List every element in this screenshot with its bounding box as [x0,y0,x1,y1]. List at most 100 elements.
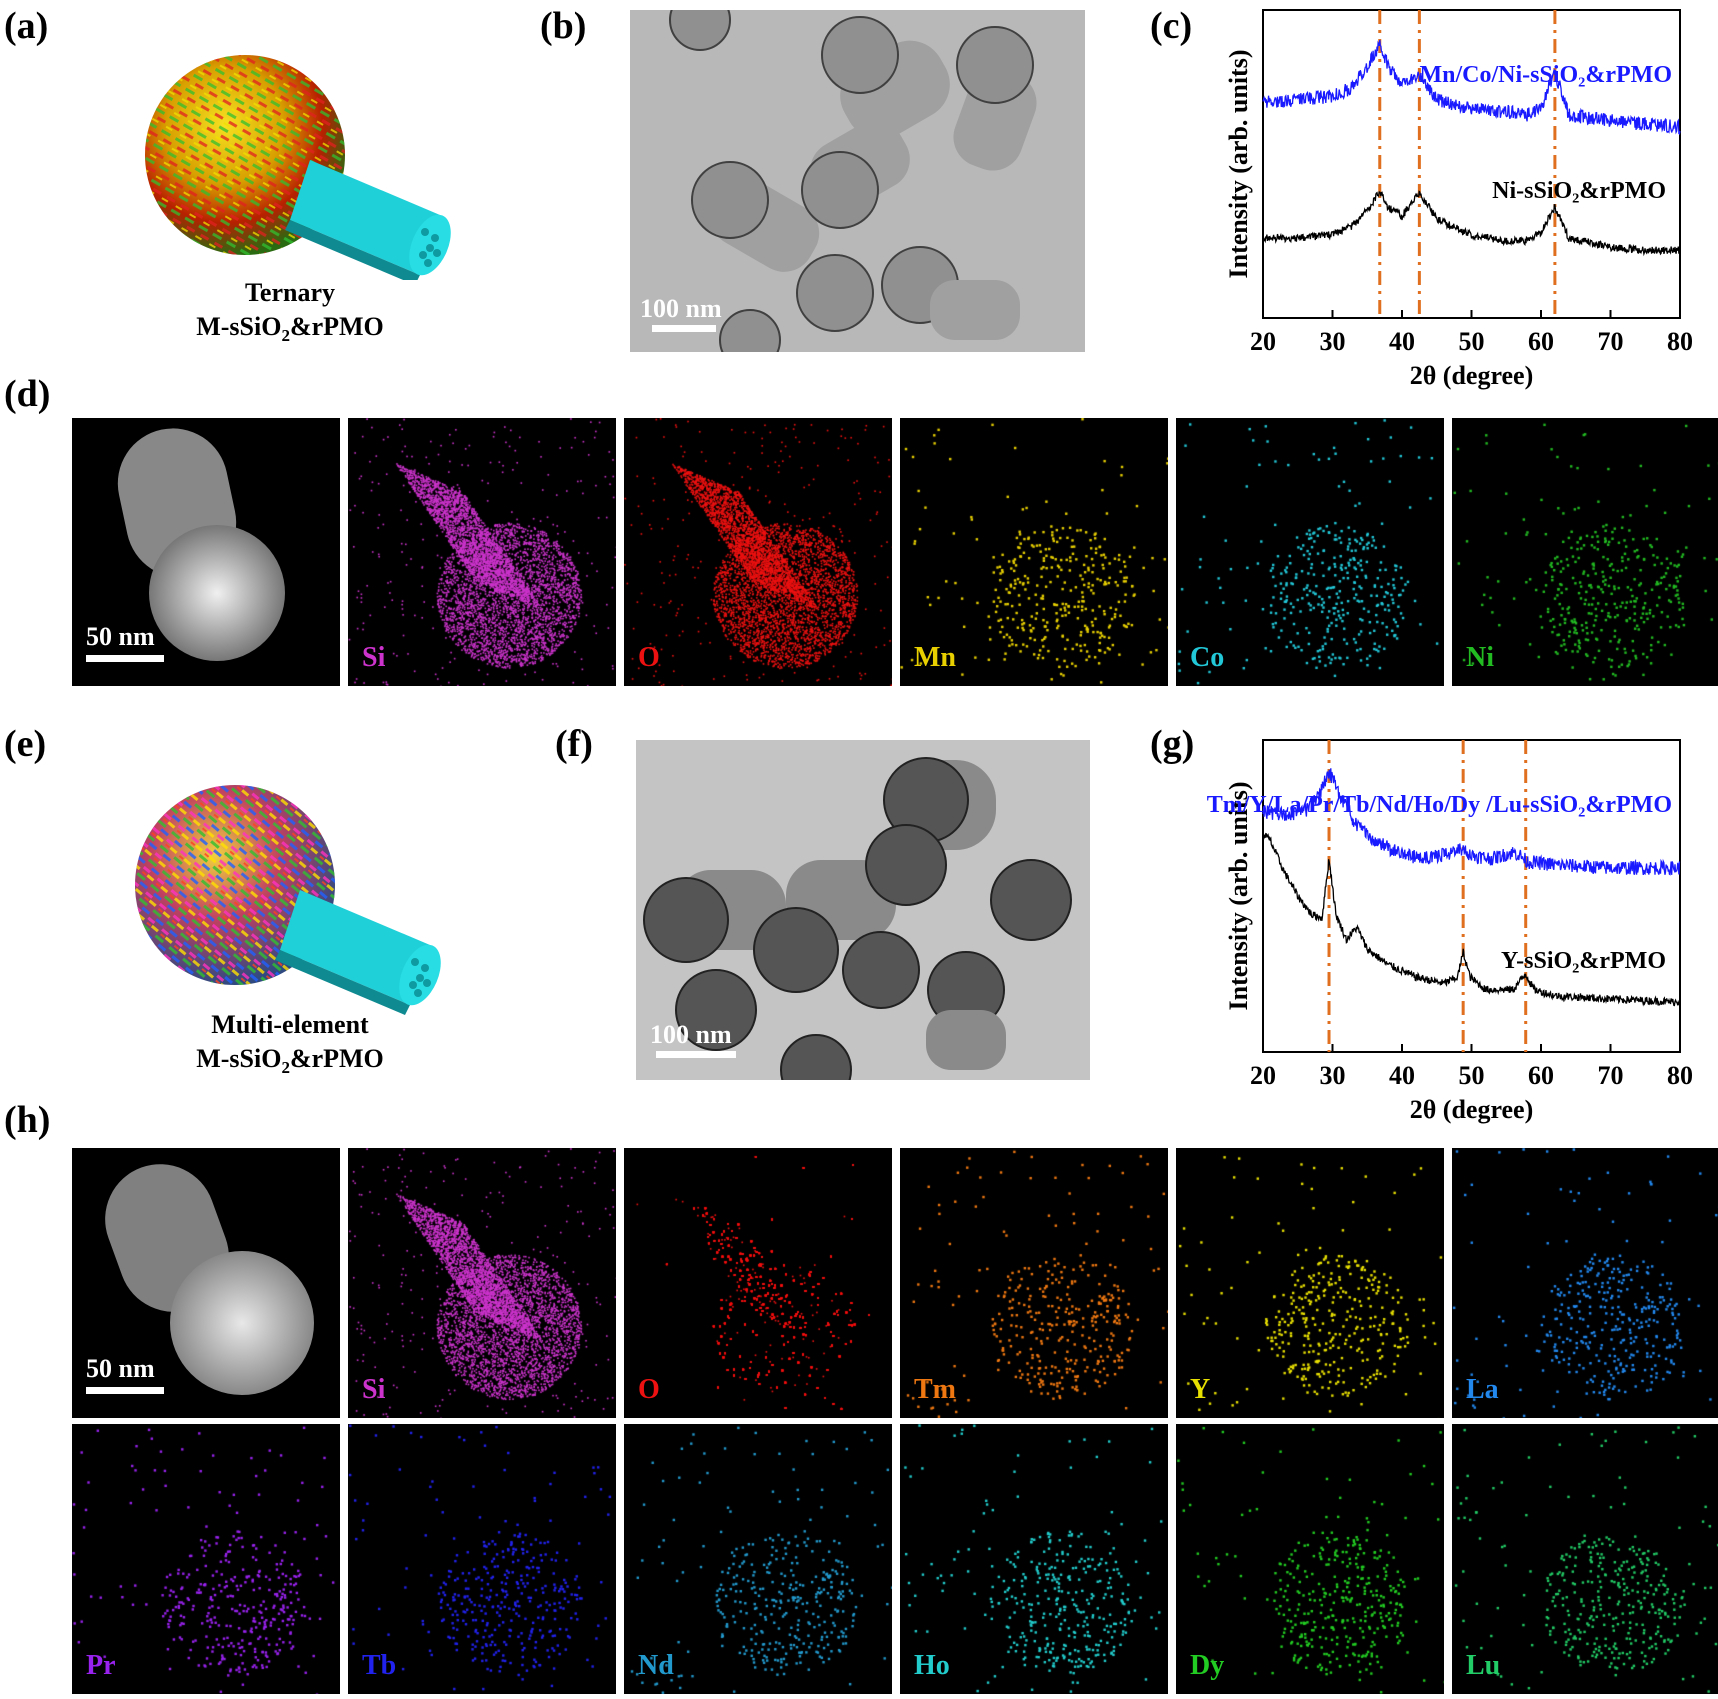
rod-a [285,160,451,285]
series-label-blue-c: Mn/Co/Ni-sSiO₂&rPMO [1419,62,1672,88]
x-tick-label: 20 [1250,327,1276,356]
x-tick-label: 60 [1528,1061,1554,1090]
x-tick-label: 70 [1598,327,1624,356]
series-line-0 [1262,40,1681,135]
eds-map-canvas [1176,418,1444,686]
caption-e-line1: Multi-element [211,1010,369,1039]
element-label-mn: Mn [914,642,956,673]
x-tick-label: 40 [1389,327,1415,356]
element-label-dy: Dy [1190,1650,1225,1681]
scale-bar-f [656,1051,736,1058]
eds-map-si: Si [348,418,616,686]
y-axis-label: Intensity (arb. units) [1224,782,1253,1011]
eds-map-canvas [1452,418,1718,686]
eds-map-dy: Dy [1176,1424,1444,1694]
element-label-lu: Lu [1466,1650,1501,1681]
haadf-image-h: 50 nm [72,1148,340,1418]
scale-text-h: 50 nm [86,1354,155,1383]
eds-map-canvas [1452,1148,1718,1418]
eds-map-canvas [348,1148,616,1418]
ternary-illustration [140,40,460,285]
eds-map-canvas [348,1424,616,1694]
element-label-ni: Ni [1466,642,1494,673]
tem-image-b: 100 nm [630,10,1085,352]
tem-image-f: 100 nm [636,740,1090,1080]
particle-model-e [135,785,441,1015]
eds-map-ho: Ho [900,1424,1168,1694]
element-label-o: O [638,1374,660,1405]
series-label-black-c: Ni-sSiO₂&rPMO [1492,178,1666,204]
haadf-particle-h [105,1164,314,1395]
scale-text-d: 50 nm [86,622,155,651]
eds-map-lu: Lu [1452,1424,1718,1694]
element-label-tm: Tm [914,1374,956,1405]
x-tick-label: 60 [1528,327,1554,356]
element-label-ho: Ho [914,1650,950,1681]
x-axis-label: 2θ (degree) [1410,361,1534,390]
caption-a-line1: Ternary [244,278,336,307]
x-tick-label: 70 [1598,1061,1624,1090]
eds-map-canvas [900,1148,1168,1418]
eds-map-canvas [1176,1148,1444,1418]
element-label-y: Y [1190,1374,1211,1405]
eds-map-o: O [624,1148,892,1418]
element-label-co: Co [1190,642,1225,673]
eds-map-canvas [1452,1424,1718,1694]
eds-map-canvas [624,1148,892,1418]
element-label-tb: Tb [362,1650,397,1681]
element-label-nd: Nd [638,1650,674,1681]
scale-bar-b [652,325,716,332]
tem-particles-b [669,10,1037,352]
x-tick-label: 30 [1320,327,1346,356]
x-tick-label: 40 [1389,1061,1415,1090]
series-line-0 [1262,768,1681,876]
plot-frame [1262,739,1681,1053]
eds-map-canvas [624,418,892,686]
scale-bar-d [86,655,164,662]
panel-label-g: (g) [1150,723,1195,765]
eds-map-o: O [624,418,892,686]
eds-map-mn: Mn [900,418,1168,686]
caption-e: Multi-element M-sSiO2&rPMO [150,1008,430,1085]
panel-label-a: (a) [4,5,49,47]
y-axis-label: Intensity (arb. units) [1224,50,1253,279]
eds-map-tm: Tm [900,1148,1168,1418]
eds-map-co: Co [1176,418,1444,686]
caption-e-line2: M-sSiO2&rPMO [196,1044,384,1078]
rod-e [275,890,441,1015]
haadf-particle-d [117,428,285,661]
series-line-1 [1262,832,1681,1007]
element-label-la: La [1466,1374,1499,1405]
scale-bar-h [86,1387,164,1394]
multielement-illustration [130,770,460,1020]
eds-map-la: La [1452,1148,1718,1418]
scale-text-b: 100 nm [640,294,722,323]
eds-map-nd: Nd [624,1424,892,1694]
panel-label-e: (e) [4,723,47,765]
panel-label-d: (d) [4,373,51,415]
caption-a-line2: M-sSiO2&rPMO [196,312,384,346]
eds-map-canvas [1176,1424,1444,1694]
eds-map-tb: Tb [348,1424,616,1694]
caption-a: Ternary M-sSiO2&rPMO [150,276,430,353]
x-tick-label: 20 [1250,1061,1276,1090]
element-label-o: O [638,642,660,673]
xrd-chart-g: 20 30 40 50 60 70 80 2θ (degree) Intensity (arb.… [1207,739,1693,1124]
series-line-1 [1262,190,1681,257]
eds-map-ni: Ni [1452,418,1718,686]
panel-label-c: (c) [1150,5,1193,47]
x-tick-label: 30 [1320,1061,1346,1090]
eds-map-pr: Pr [72,1424,340,1694]
panel-label-f: (f) [555,723,593,765]
eds-map-canvas [900,418,1168,686]
eds-map-canvas [72,1424,340,1694]
eds-map-canvas [348,418,616,686]
plot-frame [1262,9,1681,319]
series-label-black-g: Y-sSiO₂&rPMO [1501,948,1666,974]
tem-particles-f [643,757,1072,1080]
series-label-blue-g: Tm/Y/La/Pr/Tb/Nd/Ho/Dy /Lu-sSiO₂&rPMO [1207,792,1672,818]
particle-model-a [145,55,451,285]
x-axis-label: 2θ (degree) [1410,1095,1534,1124]
element-label-si: Si [362,642,386,673]
x-tick-label: 50 [1459,1061,1485,1090]
